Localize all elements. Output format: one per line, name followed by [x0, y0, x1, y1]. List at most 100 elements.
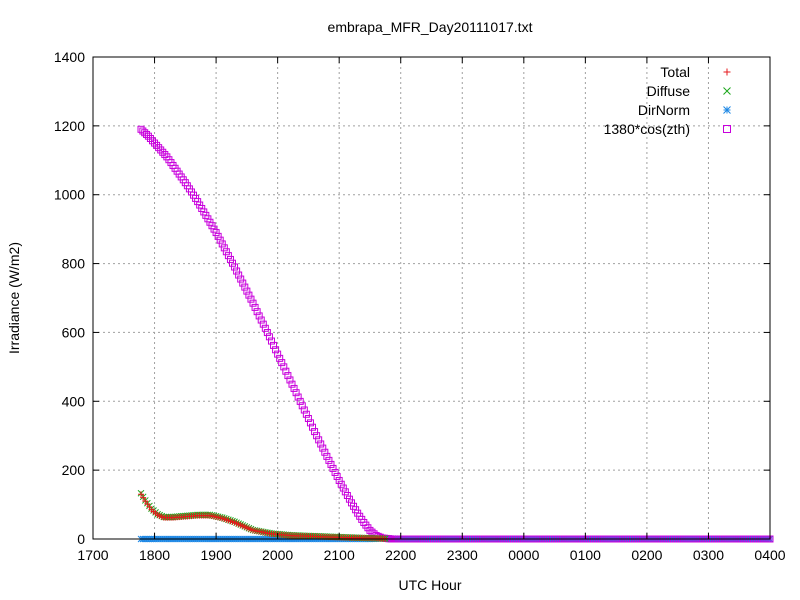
data-point [153, 141, 161, 149]
data-point [284, 372, 292, 380]
data-point [302, 410, 310, 418]
y-tick-label: 200 [62, 462, 86, 478]
data-point [329, 464, 337, 472]
data-point [339, 484, 347, 492]
data-point [276, 354, 284, 362]
data-point [300, 406, 308, 414]
data-point [345, 495, 353, 503]
data-point [298, 402, 306, 410]
data-point [331, 468, 339, 476]
x-tick-label: 1800 [139, 547, 170, 563]
data-point [251, 303, 259, 311]
chart-title: embrapa_MFR_Day20111017.txt [328, 19, 533, 35]
data-point [259, 320, 267, 328]
data-point [280, 363, 288, 371]
data-point [315, 436, 323, 444]
y-tick-label: 800 [62, 256, 86, 272]
data-point [224, 252, 232, 260]
data-point [253, 308, 261, 316]
data-point [294, 393, 302, 401]
data-point [335, 476, 343, 484]
data-point [288, 380, 296, 388]
data-point [263, 329, 271, 337]
data-point [235, 271, 243, 279]
data-point [222, 248, 230, 256]
data-point [304, 415, 312, 422]
data-point [233, 267, 241, 275]
data-point [237, 275, 245, 283]
legend-label: Diffuse [647, 83, 691, 99]
series-0 [138, 491, 389, 542]
data-point [241, 283, 249, 291]
y-tick-label: 400 [62, 393, 86, 409]
data-point [723, 125, 731, 133]
data-point [343, 492, 351, 500]
data-point [309, 423, 317, 431]
x-tick-label: 0400 [754, 547, 785, 563]
x-tick-label: 2100 [324, 547, 355, 563]
data-point [239, 279, 247, 287]
y-tick-label: 1200 [54, 118, 85, 134]
data-point [341, 488, 349, 496]
data-point [325, 456, 333, 464]
x-tick-label: 0100 [570, 547, 601, 563]
plot-frame [92, 56, 771, 540]
data-point [243, 287, 251, 295]
data-point [292, 389, 300, 397]
data-point [245, 291, 253, 299]
data-point [138, 491, 145, 498]
data-point [333, 472, 341, 480]
y-tick-label: 1000 [54, 187, 85, 203]
legend: Total Diffuse DirNorm 1380*cos(zth) [604, 64, 731, 137]
data-point [159, 148, 167, 156]
x-tick-label: 2300 [447, 547, 478, 563]
data-point [296, 397, 304, 405]
data-point [220, 244, 228, 252]
data-point [146, 134, 154, 142]
y-tick-label: 0 [77, 531, 85, 547]
data-point [214, 232, 222, 240]
data-point [218, 240, 226, 248]
data-point [143, 130, 151, 138]
data-point [216, 236, 224, 244]
data-point [226, 255, 234, 263]
y-tick-label: 1400 [54, 49, 85, 65]
data-point [151, 139, 159, 147]
data-point [278, 359, 286, 367]
grid-lines [93, 57, 770, 539]
data-point [231, 263, 239, 271]
x-tick-label: 0000 [508, 547, 539, 563]
data-point [257, 316, 265, 324]
data-point [317, 440, 325, 448]
data-point [144, 132, 152, 140]
data-point [270, 341, 278, 349]
data-point [140, 494, 147, 501]
legend-marker [723, 68, 731, 76]
x-tick-label: 2200 [385, 547, 416, 563]
data-point [261, 324, 269, 332]
data-point [267, 337, 275, 345]
legend-marker [723, 106, 731, 114]
data-point [321, 448, 329, 456]
x-tick-label: 1700 [77, 547, 108, 563]
data-point [265, 333, 273, 341]
data-point [272, 346, 280, 354]
y-axis-ticks: 0 200 400 600 800 1000 1200 1400 [54, 49, 770, 547]
data-point [148, 137, 156, 145]
legend-label: 1380*cos(zth) [604, 121, 690, 137]
data-point [229, 259, 237, 267]
x-tick-label: 1900 [201, 547, 232, 563]
data-point [157, 146, 165, 154]
x-tick-label: 2000 [262, 547, 293, 563]
data-point [723, 68, 731, 76]
legend-label: DirNorm [638, 102, 690, 118]
legend-label: Total [660, 64, 690, 80]
data-point [319, 444, 327, 452]
data-point [723, 106, 731, 114]
data-point [155, 144, 163, 152]
data-point [327, 460, 335, 468]
data-point [323, 452, 331, 460]
data-point [274, 350, 282, 358]
legend-marker [723, 87, 731, 95]
